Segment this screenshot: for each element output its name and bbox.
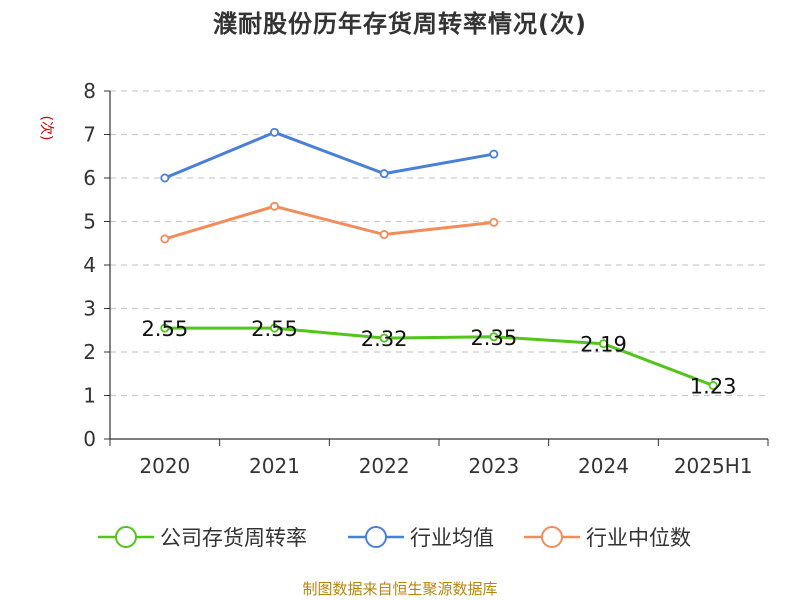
series-2: [160, 127, 499, 183]
x-tick-label: 2020: [139, 454, 190, 478]
chart-title: 濮耐股份历年存货周转率情况(次): [213, 10, 587, 38]
y-tick-label: 1: [83, 384, 96, 408]
y-axis-unit-label: (次): [38, 116, 54, 141]
axes: 0 1 2 3 4 5 6 7 8 2020 2021 2022 2023 2024 2025H1: [83, 79, 769, 478]
data-point: [489, 149, 499, 159]
x-tick-label: 2021: [249, 454, 300, 478]
x-tick-label: 2024: [578, 454, 629, 478]
legend-item: 行业中位数: [524, 526, 691, 550]
data-point: [160, 234, 170, 244]
data-point: [269, 201, 279, 211]
data-label: 2.55: [251, 317, 298, 341]
data-label: 2.32: [361, 327, 408, 351]
y-tick-label: 8: [83, 79, 96, 103]
legend-item: 公司存货周转率: [98, 526, 307, 550]
source-note: 制图数据来自恒生聚源数据库: [302, 580, 498, 598]
series-line: [164, 130, 495, 180]
x-tick-label: 2022: [359, 454, 410, 478]
data-point: [160, 173, 170, 183]
y-tick-label: 4: [83, 253, 96, 277]
data-labels: 2.55 2.55 2.32 2.35 2.19 1.23: [141, 317, 736, 398]
data-point: [269, 323, 279, 333]
data-label: 2.55: [141, 317, 188, 341]
y-tick-label: 5: [83, 210, 96, 234]
data-label: 2.35: [470, 326, 517, 350]
y-tick-label: 0: [83, 427, 96, 451]
data-point: [489, 217, 499, 227]
legend-label: 行业中位数: [586, 526, 691, 550]
legend-label: 公司存货周转率: [160, 526, 307, 550]
grid-lines: [110, 90, 768, 397]
y-tick-label: 3: [83, 297, 96, 321]
legend-label: 行业均值: [410, 526, 494, 550]
series-3: [160, 201, 499, 244]
data-point: [708, 380, 718, 390]
data-point: [599, 339, 609, 349]
data-point: [269, 127, 279, 137]
legend-item: 行业均值: [348, 526, 494, 550]
data-point: [160, 323, 170, 333]
series-line: [164, 326, 714, 387]
legend-marker: [115, 526, 137, 548]
x-tick-label: 2023: [468, 454, 519, 478]
y-tick-label: 6: [83, 166, 96, 190]
data-point: [489, 332, 499, 342]
data-point: [379, 169, 389, 179]
data-label: 2.19: [580, 333, 627, 357]
y-tick-label: 7: [83, 123, 96, 147]
y-tick-label: 2: [83, 340, 96, 364]
series-line: [164, 204, 494, 241]
data-label: 1.23: [690, 374, 737, 398]
x-tick-label: 2025H1: [674, 454, 753, 478]
series-1: [160, 323, 718, 390]
data-point: [379, 230, 389, 240]
legend-marker: [541, 526, 563, 548]
data-point: [379, 333, 389, 343]
legend-marker: [365, 526, 387, 548]
legend: 公司存货周转率 行业均值 行业中位数: [98, 526, 691, 550]
series-lines: [160, 127, 718, 390]
